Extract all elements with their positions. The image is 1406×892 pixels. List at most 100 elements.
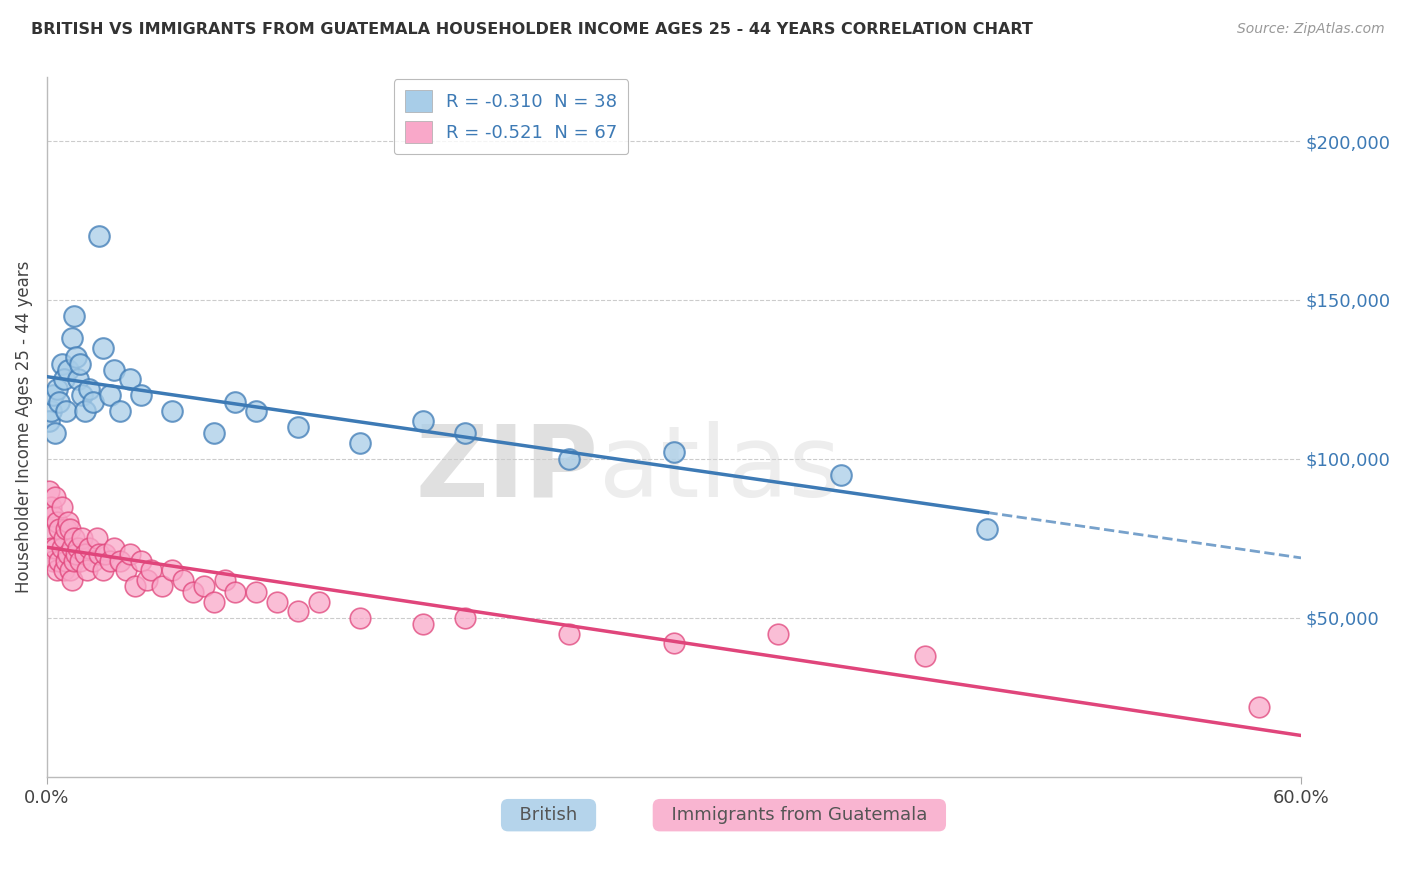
Point (1249, 699, 1271, 714)
Point (38, 414, 60, 428)
Point (91, 341, 114, 355)
Point (91, 563, 114, 577)
Point (202, 426, 225, 441)
Point (38, 483, 60, 498)
Point (412, 617, 434, 632)
Point (63, 309, 86, 323)
Point (454, 426, 477, 441)
Point (129, 553, 152, 567)
Point (59, 563, 82, 577)
Point (287, 420, 309, 434)
Point (52, 531, 75, 545)
Text: British: British (508, 806, 589, 824)
Point (914, 648, 936, 663)
Point (55, 522, 77, 536)
Point (65, 350, 87, 364)
Point (44, 541, 66, 555)
Point (224, 585, 246, 599)
Point (308, 595, 330, 609)
Point (76, 563, 98, 577)
Point (224, 394, 246, 409)
Point (124, 579, 146, 593)
Point (108, 553, 131, 567)
Point (67, 541, 90, 555)
Point (56, 363, 79, 377)
Point (172, 573, 194, 587)
Point (120, 372, 142, 386)
Point (46, 382, 69, 396)
Point (46, 563, 69, 577)
Point (69, 553, 91, 567)
Point (42, 509, 65, 524)
Point (662, 445, 685, 459)
Point (59, 522, 82, 536)
Point (976, 522, 998, 536)
Point (115, 563, 138, 577)
Point (65, 547, 87, 561)
Point (55, 553, 77, 567)
Point (63, 531, 86, 545)
Point (141, 563, 163, 577)
Point (48, 394, 70, 409)
Text: BRITISH VS IMMIGRANTS FROM GUATEMALA HOUSEHOLDER INCOME AGES 25 - 44 YEARS CORRE: BRITISH VS IMMIGRANTS FROM GUATEMALA HOU… (31, 22, 1033, 37)
Point (103, 363, 125, 377)
Point (193, 579, 215, 593)
Point (44, 426, 66, 441)
Point (60, 573, 83, 587)
Legend: R = -0.310  N = 38, R = -0.521  N = 67: R = -0.310 N = 38, R = -0.521 N = 67 (394, 79, 628, 154)
Point (51, 500, 73, 514)
Point (245, 404, 267, 418)
Point (136, 573, 159, 587)
Point (51, 357, 73, 371)
Point (38, 522, 60, 536)
Point (108, 404, 131, 418)
Point (39, 404, 62, 418)
Point (77, 382, 100, 396)
Point (98, 388, 121, 402)
Point (73, 547, 96, 561)
Text: ZIP: ZIP (416, 420, 599, 517)
Point (48, 522, 70, 536)
Point (86, 531, 108, 545)
Point (56, 547, 79, 561)
Point (42, 388, 65, 402)
Point (214, 573, 236, 587)
Text: atlas: atlas (599, 420, 841, 517)
Point (454, 611, 477, 625)
Point (558, 451, 581, 466)
Point (120, 547, 142, 561)
Point (768, 626, 790, 640)
Point (48, 553, 70, 567)
Point (287, 604, 309, 618)
Point (82, 394, 104, 409)
Point (46, 516, 69, 530)
Point (55, 404, 77, 418)
Point (245, 585, 267, 599)
Point (830, 467, 852, 482)
Point (89, 547, 111, 561)
Point (82, 553, 104, 567)
Point (63, 553, 86, 567)
Point (98, 553, 121, 567)
Point (349, 436, 371, 450)
Point (42, 553, 65, 567)
Point (94, 547, 117, 561)
Point (181, 585, 204, 599)
Point (39, 500, 62, 514)
Point (77, 541, 100, 555)
Point (39, 541, 62, 555)
Y-axis label: Householder Income Ages 25 - 44 years: Householder Income Ages 25 - 44 years (15, 260, 32, 593)
Point (349, 611, 371, 625)
Point (89, 229, 111, 244)
Point (412, 414, 434, 428)
Point (202, 595, 225, 609)
Text: Source: ZipAtlas.com: Source: ZipAtlas.com (1237, 22, 1385, 37)
Point (72, 531, 94, 545)
Point (44, 490, 66, 504)
Point (266, 595, 288, 609)
Point (60, 541, 83, 555)
Point (52, 372, 75, 386)
Point (69, 357, 91, 371)
Point (67, 372, 90, 386)
Point (558, 626, 581, 640)
